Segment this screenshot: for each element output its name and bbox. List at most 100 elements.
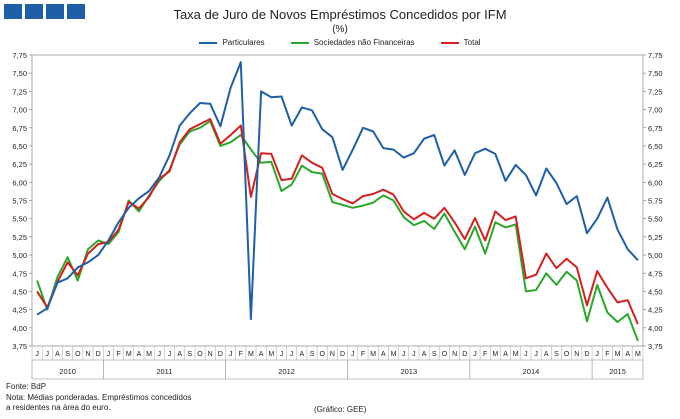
x-tick-label: D: [462, 351, 467, 358]
x-tick-label: M: [146, 351, 152, 358]
y-tick-label-left: 6,75: [12, 124, 27, 133]
legend-item-total: Total: [440, 38, 481, 47]
x-tick-label: D: [340, 351, 345, 358]
year-label: 2013: [400, 367, 417, 376]
x-tick-label: M: [513, 351, 519, 358]
y-tick-label-right: 7,50: [648, 69, 663, 78]
x-tick-label: M: [492, 351, 498, 358]
y-tick-label-left: 4,00: [12, 324, 27, 333]
x-tick-label: D: [96, 351, 101, 358]
y-tick-label-left: 5,75: [12, 197, 27, 206]
x-tick-label: O: [75, 351, 81, 358]
y-tick-label-left: 4,75: [12, 269, 27, 278]
y-tick-label-right: 4,25: [648, 306, 663, 315]
y-tick-label-right: 4,75: [648, 269, 663, 278]
series-line-sociedades-n-o-financeiras: [36, 120, 639, 342]
y-tick-label-left: 6,00: [12, 178, 27, 187]
x-tick-label: F: [116, 351, 120, 358]
x-tick-label: M: [370, 351, 376, 358]
x-tick-label: N: [452, 351, 457, 358]
x-tick-label: M: [248, 351, 254, 358]
chart-title: Taxa de Juro de Novos Empréstimos Conced…: [173, 7, 507, 22]
y-tick-label-left: 7,75: [12, 51, 27, 60]
year-label: 2012: [278, 367, 295, 376]
x-tick-label: A: [55, 351, 60, 358]
x-tick-label: J: [595, 351, 599, 358]
x-tick-label: O: [564, 351, 570, 358]
year-label: 2010: [59, 367, 76, 376]
x-tick-label: J: [473, 351, 477, 358]
series-line-total: [36, 118, 639, 325]
y-tick-label-left: 3,75: [12, 342, 27, 351]
x-tick-label: S: [554, 351, 559, 358]
y-tick-label-right: 5,25: [648, 233, 663, 242]
x-tick-label: J: [35, 351, 39, 358]
x-tick-label: M: [615, 351, 621, 358]
y-tick-label-right: 4,00: [648, 324, 663, 333]
x-tick-label: M: [635, 351, 641, 358]
legend-swatch: [440, 41, 459, 44]
logo-block: [67, 4, 85, 19]
x-tick-label: F: [239, 351, 243, 358]
year-label: 2015: [609, 367, 626, 376]
x-tick-label: J: [402, 351, 406, 358]
source-note: Fonte: BdP: [6, 382, 47, 391]
x-tick-label: N: [85, 351, 90, 358]
y-tick-label-right: 3,75: [648, 342, 663, 351]
chart-credit: (Gráfico: GEE): [314, 405, 367, 414]
x-tick-label: J: [290, 351, 294, 358]
y-tick-label-right: 7,00: [648, 106, 663, 115]
y-tick-label-left: 5,25: [12, 233, 27, 242]
x-tick-label: D: [218, 351, 223, 358]
x-tick-label: M: [126, 351, 132, 358]
year-label: 2011: [156, 367, 172, 376]
y-tick-label-right: 6,75: [648, 124, 663, 133]
x-tick-label: J: [107, 351, 111, 358]
y-tick-label-left: 7,50: [12, 69, 27, 78]
y-tick-label-left: 7,00: [12, 106, 27, 115]
method-note-line1: Nota: Médias ponderadas. Empréstimos con…: [6, 393, 192, 402]
x-tick-label: J: [412, 351, 416, 358]
x-tick-label: A: [544, 351, 549, 358]
logo-block: [25, 4, 43, 19]
legend-swatch: [199, 41, 218, 44]
x-tick-label: J: [280, 351, 284, 358]
x-tick-label: N: [330, 351, 335, 358]
x-tick-label: S: [65, 351, 70, 358]
x-tick-label: J: [534, 351, 538, 358]
y-tick-label-left: 4,25: [12, 306, 27, 315]
year-label: 2014: [523, 367, 540, 376]
plot-frame: [31, 54, 644, 347]
chart-subtitle: (%): [332, 24, 348, 35]
series-line-particulares: [36, 61, 639, 321]
x-tick-label: J: [158, 351, 162, 358]
x-tick-label: F: [605, 351, 609, 358]
x-tick-label: A: [381, 351, 386, 358]
x-tick-label: D: [584, 351, 589, 358]
logo-blocks: [4, 4, 85, 19]
y-tick-label-right: 4,50: [648, 287, 663, 296]
x-tick-label: A: [503, 351, 508, 358]
x-tick-label: O: [319, 351, 325, 358]
y-tick-label-left: 5,00: [12, 251, 27, 260]
x-tick-label: N: [574, 351, 579, 358]
legend-item-sociedades: Sociedades não Financeiras: [290, 38, 415, 47]
y-tick-label-right: 5,75: [648, 197, 663, 206]
x-tick-label: A: [422, 351, 427, 358]
y-tick-label-right: 7,75: [648, 51, 663, 60]
method-note-line2: a residentes na área do euro.: [6, 403, 111, 412]
x-tick-label: A: [177, 351, 182, 358]
x-tick-label: J: [524, 351, 528, 358]
legend-swatch: [290, 41, 309, 44]
y-tick-label-right: 6,25: [648, 160, 663, 169]
x-tick-label: O: [442, 351, 448, 358]
y-tick-label-right: 6,00: [648, 178, 663, 187]
y-tick-label-left: 7,25: [12, 87, 27, 96]
x-tick-label: J: [351, 351, 355, 358]
legend-label: Sociedades não Financeiras: [313, 38, 415, 47]
x-tick-label: A: [625, 351, 630, 358]
x-tick-label: F: [483, 351, 487, 358]
y-tick-label-left: 6,50: [12, 142, 27, 151]
legend-label: Particulares: [222, 38, 265, 47]
